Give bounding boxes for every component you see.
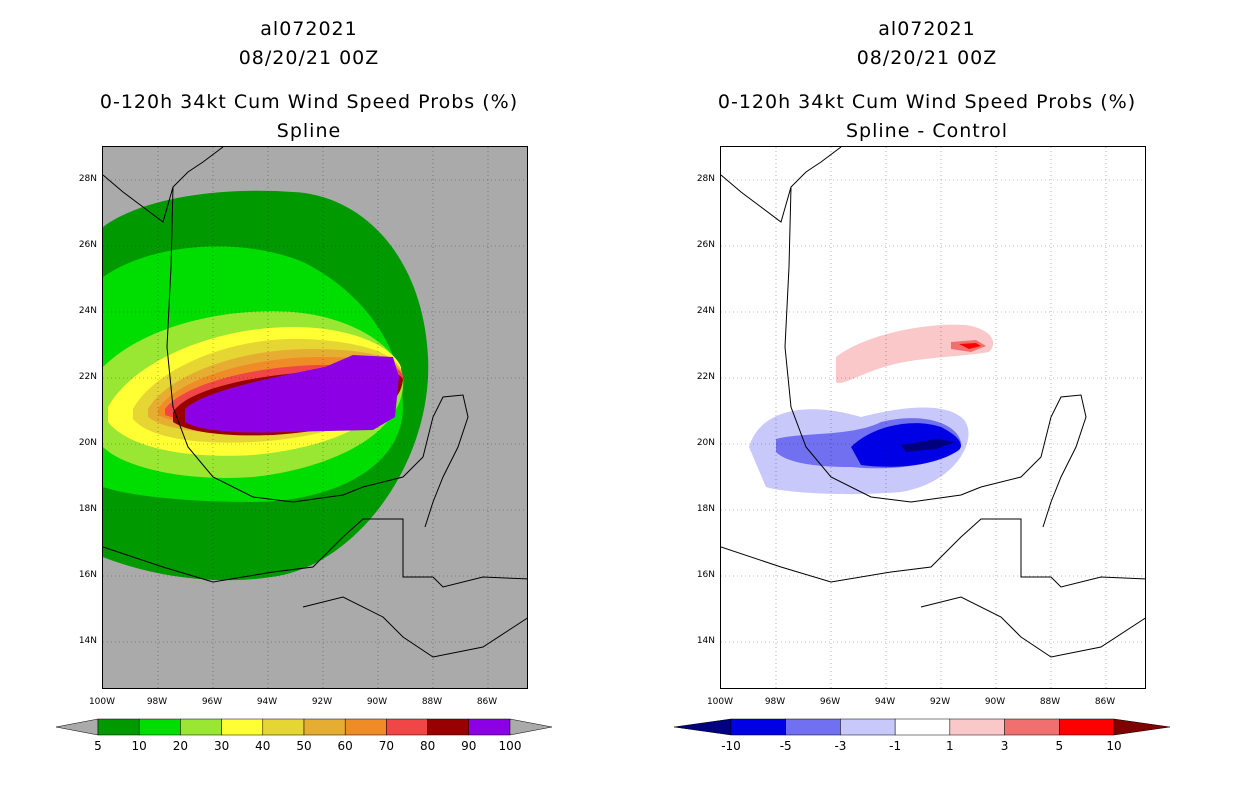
- colorbar-label: 60: [337, 739, 353, 753]
- lat-label: 16N: [696, 570, 715, 580]
- central-america-border: [103, 518, 527, 588]
- right-colorbar: [674, 718, 1171, 736]
- right-panel: al072021 08/20/21 00Z 0-120h 34kt Cum Wi…: [618, 0, 1236, 800]
- lon-label: 86W: [476, 697, 498, 707]
- product-title: 0-120h 34kt Cum Wind Speed Probs (%): [99, 91, 519, 113]
- colorbar-label: 10: [1106, 739, 1122, 753]
- lat-label: 28N: [696, 174, 715, 184]
- lon-label: 98W: [146, 697, 168, 707]
- colorbar-label: 5: [94, 739, 102, 753]
- colorbar-label: -3: [834, 739, 847, 753]
- colorbar-label: 1: [946, 739, 954, 753]
- lon-label: 94W: [256, 697, 278, 707]
- colorbar-label: 40: [255, 739, 271, 753]
- colorbar-label: 3: [1000, 739, 1009, 753]
- lon-label: 92W: [311, 697, 333, 707]
- colorbar-cell: [730, 718, 786, 736]
- contour-100: [185, 355, 399, 433]
- colorbar-cell: [840, 718, 896, 736]
- colorbar-cell: [894, 718, 951, 736]
- colorbar-cell: [221, 718, 264, 736]
- colorbar-cell: [138, 718, 181, 736]
- colorbar-cell: [1004, 718, 1060, 736]
- colorbar-label: -10: [721, 739, 741, 753]
- colorbar-label: -5: [779, 739, 792, 753]
- colorbar-cell: [1059, 718, 1115, 736]
- colorbar-cell: [468, 718, 511, 736]
- colorbar-cell: [97, 718, 140, 736]
- guatemala-honduras: [920, 596, 1145, 658]
- lat-label: 16N: [78, 570, 97, 580]
- colorbar-cell: [262, 718, 305, 736]
- datetime: 08/20/21 00Z: [238, 47, 380, 69]
- method-title: Spline: [276, 120, 342, 142]
- lat-label: 18N: [696, 504, 715, 514]
- lat-label: 22N: [78, 372, 97, 382]
- colorbar-label: 30: [213, 739, 230, 753]
- lat-label: 14N: [78, 636, 97, 646]
- lat-label: 22N: [696, 372, 715, 382]
- colorbar-label: -1: [889, 739, 902, 753]
- method-title: Spline - Control: [845, 120, 1009, 142]
- lat-label: 20N: [696, 438, 715, 448]
- colorbar-cell: [427, 718, 470, 736]
- difference-map: [720, 146, 1146, 689]
- lon-label: 98W: [764, 697, 786, 707]
- lat-label: 24N: [78, 306, 97, 316]
- lon-label: 90W: [984, 697, 1006, 707]
- product-title: 0-120h 34kt Cum Wind Speed Probs (%): [717, 91, 1137, 113]
- lon-label: 88W: [421, 697, 443, 707]
- colorbar-cell: [180, 718, 222, 736]
- probability-map: [102, 146, 528, 689]
- lon-label: 100W: [88, 697, 116, 707]
- yucatan-coast: [362, 394, 469, 528]
- lat-label: 14N: [696, 636, 715, 646]
- lat-label: 24N: [696, 306, 715, 316]
- colorbar-cell: [303, 718, 346, 736]
- diff-negative-10: [901, 439, 956, 452]
- storm-id: al072021: [260, 18, 358, 40]
- colorbar-label: 5: [1055, 739, 1064, 753]
- lat-label: 26N: [696, 240, 715, 250]
- left-panel: al072021 08/20/21 00Z 0-120h 34kt Cum Wi…: [56, 18, 553, 753]
- colorbar-label: 20: [172, 739, 189, 753]
- colorbar-label: 70: [378, 739, 395, 753]
- lon-label: 88W: [1039, 697, 1061, 707]
- diff-positive-1: [836, 324, 994, 384]
- colorbar-cell: [386, 718, 428, 736]
- lon-label: 100W: [706, 697, 734, 707]
- lon-label: 90W: [366, 697, 388, 707]
- colorbar-label: 50: [296, 739, 312, 753]
- colorbar-cell: [949, 718, 1005, 736]
- lon-label: 96W: [819, 697, 841, 707]
- storm-id: al072021: [878, 18, 976, 40]
- central-america-border: [721, 518, 1145, 588]
- guatemala-honduras: [302, 596, 527, 658]
- lon-label: 94W: [874, 697, 896, 707]
- lat-label: 26N: [78, 240, 97, 250]
- diff-positive-5: [959, 343, 981, 349]
- yucatan-coast: [980, 394, 1087, 528]
- colorbar-label: 10: [131, 739, 147, 753]
- colorbar-label: 100: [498, 739, 522, 753]
- us-mexico-coast: [103, 147, 364, 503]
- datetime: 08/20/21 00Z: [856, 47, 998, 69]
- lat-label: 28N: [78, 174, 97, 184]
- colorbar-cell: [344, 718, 387, 736]
- lat-label: 20N: [78, 438, 97, 448]
- lat-label: 18N: [78, 504, 97, 514]
- left-colorbar: [56, 718, 553, 736]
- colorbar-label: 90: [461, 739, 477, 753]
- colorbar-label: 80: [419, 739, 436, 753]
- us-mexico-coast: [721, 147, 982, 503]
- lon-label: 86W: [1094, 697, 1116, 707]
- colorbar-cell: [785, 718, 841, 736]
- lon-label: 92W: [929, 697, 951, 707]
- lon-label: 96W: [201, 697, 223, 707]
